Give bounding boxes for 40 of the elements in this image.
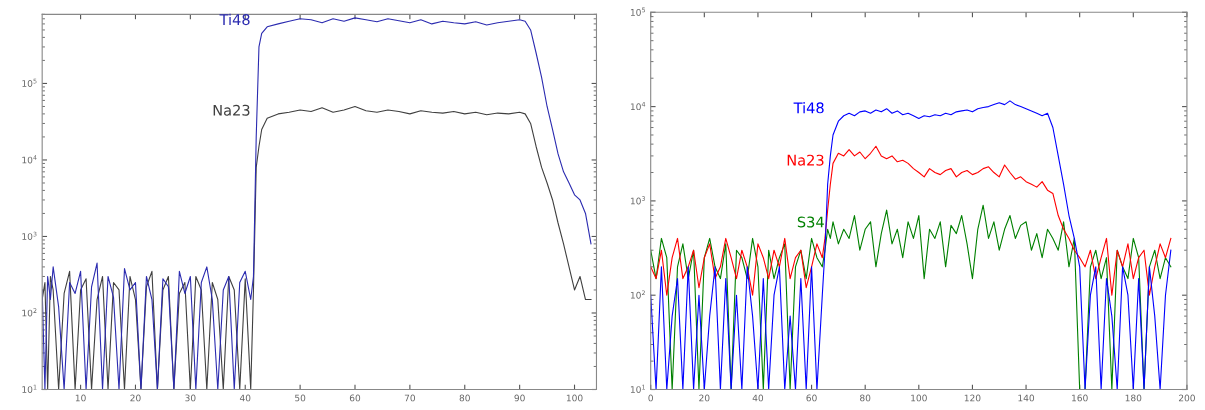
y-tick-label: 10$^{2}$ [22, 308, 37, 317]
x-tick-label: 100 [911, 394, 927, 402]
x-tick-label: 180 [1125, 394, 1142, 402]
x-tick-label: 90 [514, 394, 525, 402]
x-tick-label: 20 [130, 394, 141, 402]
x-tick-label: 200 [1178, 394, 1195, 402]
y-tick-label: 10$^{4}$ [630, 101, 646, 111]
line-series [42, 105, 592, 390]
x-tick-label: 60 [349, 394, 361, 402]
y-tick-label: 10$^{3}$ [630, 196, 646, 205]
line-series [650, 100, 1172, 390]
x-tick-label: 20 [699, 394, 710, 402]
y-tick-label: 10$^{4}$ [22, 155, 37, 164]
y-tick-label: 10$^{5}$ [630, 7, 645, 16]
y-tick-label: 10$^{1}$ [22, 384, 37, 393]
y-tick-label: 10$^{2}$ [630, 290, 645, 299]
y-tick-label: 10$^{3}$ [22, 231, 37, 240]
x-tick-label: 50 [295, 394, 306, 402]
x-tick-label: 70 [404, 394, 416, 402]
series-label: Na23 [213, 104, 250, 116]
x-tick-label: 0 [648, 394, 653, 402]
x-tick-label: 100 [566, 394, 583, 402]
y-tick-label: 10$^{5}$ [22, 78, 37, 87]
x-tick-label: 30 [185, 394, 196, 402]
x-tick-label: 160 [1072, 394, 1088, 402]
line-series [650, 204, 1172, 390]
x-tick-label: 60 [806, 394, 817, 402]
series-label: S34 [797, 216, 824, 228]
series-label: Na23 [787, 154, 824, 166]
x-tick-label: 120 [964, 394, 981, 402]
series-label: Ti48 [219, 13, 250, 26]
series-label: Ti48 [793, 102, 824, 114]
line-series [650, 145, 1172, 296]
x-tick-label: 40 [239, 394, 251, 402]
x-tick-label: 80 [459, 394, 470, 402]
x-tick-label: 40 [752, 394, 764, 402]
x-tick-label: 80 [860, 394, 871, 402]
x-tick-label: 140 [1018, 394, 1035, 402]
x-tick-label: 10 [75, 394, 86, 402]
y-tick-label: 10$^{1}$ [630, 384, 645, 393]
